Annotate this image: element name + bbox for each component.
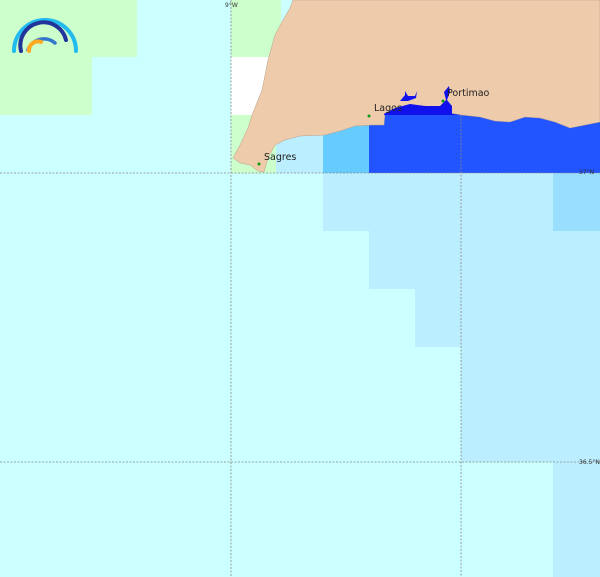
place-marker-portimao[interactable] (441, 99, 445, 103)
land-portugal (232, 0, 600, 173)
place-label-lagos: Lagos (374, 103, 402, 114)
lat-label-37n: 37°N (579, 169, 594, 176)
estuary-alvor (400, 91, 417, 101)
zone-green-northwest (0, 0, 137, 115)
place-label-portimao: Portimao (447, 88, 490, 99)
lat-label-36-5n: 36.5°N (579, 459, 600, 466)
place-label-sagres: Sagres (264, 152, 296, 163)
zone-light-blue-offshore (323, 173, 600, 577)
place-marker-lagos[interactable] (367, 114, 371, 118)
place-marker-sagres[interactable] (257, 162, 261, 166)
arc-waves-logo-icon (12, 18, 78, 53)
lon-label-9w: 9°W (225, 2, 238, 9)
estuary-portimao (384, 86, 460, 115)
zone-blue-corner (553, 173, 600, 231)
